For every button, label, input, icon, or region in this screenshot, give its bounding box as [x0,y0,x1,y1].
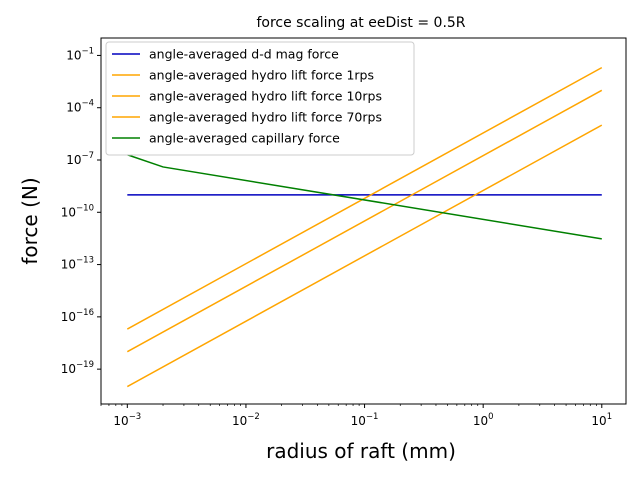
y-tick-label: 10−13 [61,256,94,272]
y-tick-label: 10−1 [66,46,94,62]
x-tick-label: 10−2 [232,412,260,428]
series-line-4 [126,66,603,330]
series-line-2 [126,124,603,388]
x-tick-label: 101 [591,412,612,428]
legend-label: angle-averaged hydro lift force 1rps [149,68,374,83]
y-axis-label: force (N) [18,177,42,264]
y-tick-label: 10−16 [61,308,94,324]
x-tick-label: 100 [473,412,494,428]
legend-label: angle-averaged hydro lift force 10rps [149,89,382,104]
legend-label: angle-averaged capillary force [149,131,340,146]
legend: angle-averaged d-d mag force angle-averag… [105,41,415,156]
x-axis-ticks: 10−3 10−2 10−1 100 101 [100,404,612,428]
legend-label: angle-averaged d-d mag force [149,47,339,62]
chart-title: force scaling at eeDist = 0.5R [256,15,465,31]
x-axis-label: radius of raft (mm) [266,439,456,463]
legend-label: angle-averaged hydro lift force 70rps [149,110,382,125]
y-axis-ticks: 10−19 10−16 10−13 10−10 10−7 10−4 10−1 [61,46,101,376]
x-tick-label: 10−3 [113,412,141,428]
series-line-5 [127,154,602,240]
y-tick-label: 10−4 [66,99,94,115]
legend-box [105,41,415,156]
series-line-3 [126,89,603,353]
y-tick-label: 10−19 [61,360,94,376]
y-tick-label: 10−7 [66,151,94,167]
x-tick-label: 10−1 [351,412,379,428]
series-lines [126,66,603,388]
y-tick-label: 10−10 [61,203,94,219]
